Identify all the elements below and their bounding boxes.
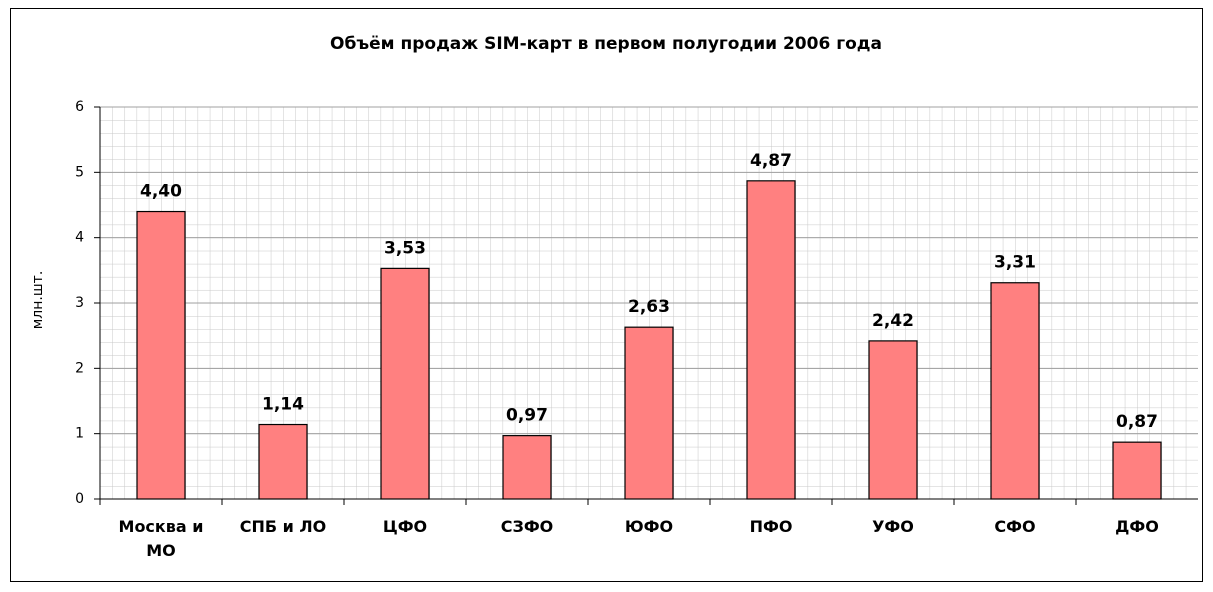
y-tick-label: 3 [75, 295, 84, 311]
bar [502, 435, 552, 500]
y-tick-label: 6 [75, 99, 84, 115]
data-label: 2,63 [628, 297, 670, 317]
chart-title: Объём продаж SIM-карт в первом полугодии… [330, 34, 882, 54]
x-tick-label-box: УФО [872, 517, 914, 536]
x-tick-label: ДФО [1115, 517, 1159, 536]
y-tick-label: 2 [75, 360, 84, 376]
data-label: 3,53 [384, 238, 426, 258]
x-tick-label-box: ЦФО [382, 517, 428, 536]
data-label: 2,42 [872, 311, 914, 331]
y-tick-label: 1 [75, 426, 84, 442]
x-tick-label: ПФО [749, 517, 793, 536]
x-tick-label: УФО [872, 517, 914, 536]
data-label: 0,97 [506, 406, 548, 426]
bar [380, 267, 430, 500]
bar [136, 210, 186, 500]
bar [624, 326, 674, 500]
bar [1112, 441, 1162, 500]
x-tick-label-box: СЗФО [500, 517, 554, 536]
x-tick-label: ЮФО [624, 517, 674, 536]
data-label: 0,87 [1116, 412, 1158, 432]
x-tick-label-box: СФО [994, 517, 1036, 536]
data-label: 3,31 [994, 253, 1036, 273]
data-label: 4,40 [140, 182, 182, 202]
x-tick-label-box: СПБ и ЛО [239, 517, 327, 536]
x-tick-label: ЦФО [382, 517, 428, 536]
x-tick-label: СПБ и ЛО [239, 517, 327, 536]
y-tick-label: 5 [75, 164, 84, 180]
x-tick-label: СЗФО [500, 517, 554, 536]
x-tick-label: Москва и МО [118, 517, 204, 560]
data-label: 4,87 [750, 151, 792, 171]
bar [746, 180, 796, 500]
bar [990, 282, 1040, 500]
x-tick-label-box: ЮФО [624, 517, 674, 536]
y-tick-label: 0 [75, 491, 84, 507]
bar [868, 340, 918, 500]
y-axis-label: млн.шт. [30, 271, 46, 330]
data-label: 1,14 [262, 395, 304, 415]
x-tick-label-box: Москва и МО [118, 517, 204, 560]
x-tick-label-box: ДФО [1115, 517, 1159, 536]
bar [258, 423, 308, 500]
x-tick-label-box: ПФО [749, 517, 793, 536]
x-tick-label: СФО [994, 517, 1036, 536]
y-tick-label: 4 [75, 230, 84, 246]
